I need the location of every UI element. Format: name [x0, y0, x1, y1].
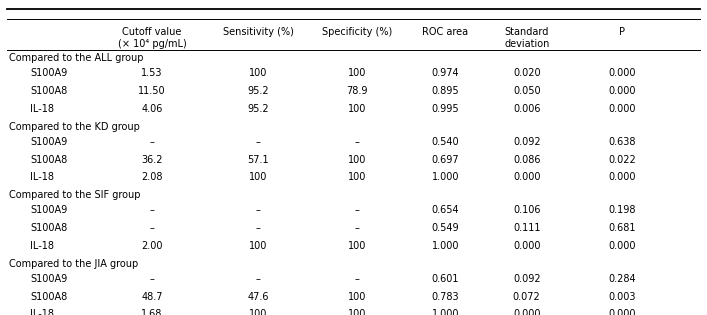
- Text: 0.000: 0.000: [513, 172, 540, 182]
- Text: 0.000: 0.000: [609, 309, 636, 315]
- Text: 100: 100: [348, 172, 366, 182]
- Text: 100: 100: [249, 68, 267, 78]
- Text: IL-18: IL-18: [30, 172, 54, 182]
- Text: 0.000: 0.000: [609, 68, 636, 78]
- Text: 78.9: 78.9: [346, 86, 368, 96]
- Text: 0.000: 0.000: [513, 309, 540, 315]
- Text: –: –: [355, 205, 359, 215]
- Text: 1.68: 1.68: [141, 309, 163, 315]
- Text: 2.08: 2.08: [141, 172, 163, 182]
- Text: 0.198: 0.198: [609, 205, 636, 215]
- Text: –: –: [256, 274, 260, 284]
- Text: Compared to the JIA group: Compared to the JIA group: [9, 259, 139, 269]
- Text: 100: 100: [249, 241, 267, 251]
- Text: 11.50: 11.50: [138, 86, 166, 96]
- Text: Compared to the SIF group: Compared to the SIF group: [9, 190, 141, 200]
- Text: 0.050: 0.050: [513, 86, 541, 96]
- Text: –: –: [355, 223, 359, 233]
- Text: 0.111: 0.111: [513, 223, 540, 233]
- Text: Cutoff value: Cutoff value: [122, 27, 182, 37]
- Text: deviation: deviation: [504, 39, 549, 49]
- Text: 0.092: 0.092: [513, 274, 541, 284]
- Text: 1.53: 1.53: [141, 68, 163, 78]
- Text: Standard: Standard: [505, 27, 549, 37]
- Text: IL-18: IL-18: [30, 241, 54, 251]
- Text: 0.681: 0.681: [609, 223, 636, 233]
- Text: 0.601: 0.601: [432, 274, 459, 284]
- Text: 100: 100: [348, 292, 366, 301]
- Text: 0.072: 0.072: [513, 292, 541, 301]
- Text: S100A8: S100A8: [30, 292, 68, 301]
- Text: 0.638: 0.638: [609, 137, 636, 147]
- Text: 95.2: 95.2: [247, 86, 269, 96]
- Text: –: –: [150, 137, 154, 147]
- Text: 1.000: 1.000: [432, 241, 459, 251]
- Text: 0.974: 0.974: [431, 68, 460, 78]
- Text: 0.003: 0.003: [609, 292, 636, 301]
- Text: 0.000: 0.000: [609, 172, 636, 182]
- Text: 100: 100: [348, 309, 366, 315]
- Text: 0.000: 0.000: [609, 104, 636, 114]
- Text: 100: 100: [348, 155, 366, 164]
- Text: 36.2: 36.2: [141, 155, 163, 164]
- Text: 100: 100: [249, 309, 267, 315]
- Text: 0.020: 0.020: [513, 68, 541, 78]
- Text: 0.654: 0.654: [431, 205, 460, 215]
- Text: IL-18: IL-18: [30, 104, 54, 114]
- Text: ROC area: ROC area: [422, 27, 469, 37]
- Text: S100A9: S100A9: [30, 274, 68, 284]
- Text: 0.000: 0.000: [513, 241, 540, 251]
- Text: P: P: [619, 27, 625, 37]
- Text: 100: 100: [348, 104, 366, 114]
- Text: S100A8: S100A8: [30, 223, 68, 233]
- Text: Compared to the ALL group: Compared to the ALL group: [9, 53, 144, 63]
- Text: 0.995: 0.995: [431, 104, 460, 114]
- Text: 0.540: 0.540: [431, 137, 460, 147]
- Text: 100: 100: [348, 241, 366, 251]
- Text: S100A9: S100A9: [30, 68, 68, 78]
- Text: 4.06: 4.06: [141, 104, 163, 114]
- Text: 0.284: 0.284: [608, 274, 636, 284]
- Text: S100A9: S100A9: [30, 137, 68, 147]
- Text: –: –: [355, 137, 359, 147]
- Text: 100: 100: [348, 68, 366, 78]
- Text: 0.092: 0.092: [513, 137, 541, 147]
- Text: Specificity (%): Specificity (%): [322, 27, 392, 37]
- Text: 100: 100: [249, 172, 267, 182]
- Text: 57.1: 57.1: [247, 155, 269, 164]
- Text: –: –: [256, 205, 260, 215]
- Text: –: –: [150, 205, 154, 215]
- Text: 1.000: 1.000: [432, 309, 459, 315]
- Text: 47.6: 47.6: [247, 292, 269, 301]
- Text: Compared to the KD group: Compared to the KD group: [9, 122, 140, 132]
- Text: 0.549: 0.549: [431, 223, 460, 233]
- Text: 0.000: 0.000: [609, 86, 636, 96]
- Text: S100A9: S100A9: [30, 205, 68, 215]
- Text: 0.783: 0.783: [431, 292, 460, 301]
- Text: Sensitivity (%): Sensitivity (%): [223, 27, 293, 37]
- Text: 48.7: 48.7: [141, 292, 163, 301]
- Text: 0.106: 0.106: [513, 205, 540, 215]
- Text: 2.00: 2.00: [141, 241, 163, 251]
- Text: –: –: [150, 274, 154, 284]
- Text: –: –: [256, 223, 260, 233]
- Text: 0.697: 0.697: [431, 155, 460, 164]
- Text: IL-18: IL-18: [30, 309, 54, 315]
- Text: –: –: [256, 137, 260, 147]
- Text: –: –: [355, 274, 359, 284]
- Text: 0.006: 0.006: [513, 104, 540, 114]
- Text: 95.2: 95.2: [247, 104, 269, 114]
- Text: 0.086: 0.086: [513, 155, 540, 164]
- Text: –: –: [150, 223, 154, 233]
- Text: 0.000: 0.000: [609, 241, 636, 251]
- Text: S100A8: S100A8: [30, 86, 68, 96]
- Text: 1.000: 1.000: [432, 172, 459, 182]
- Text: (× 10⁴ pg/mL): (× 10⁴ pg/mL): [117, 39, 187, 49]
- Text: 0.022: 0.022: [608, 155, 636, 164]
- Text: 0.895: 0.895: [431, 86, 460, 96]
- Text: S100A8: S100A8: [30, 155, 68, 164]
